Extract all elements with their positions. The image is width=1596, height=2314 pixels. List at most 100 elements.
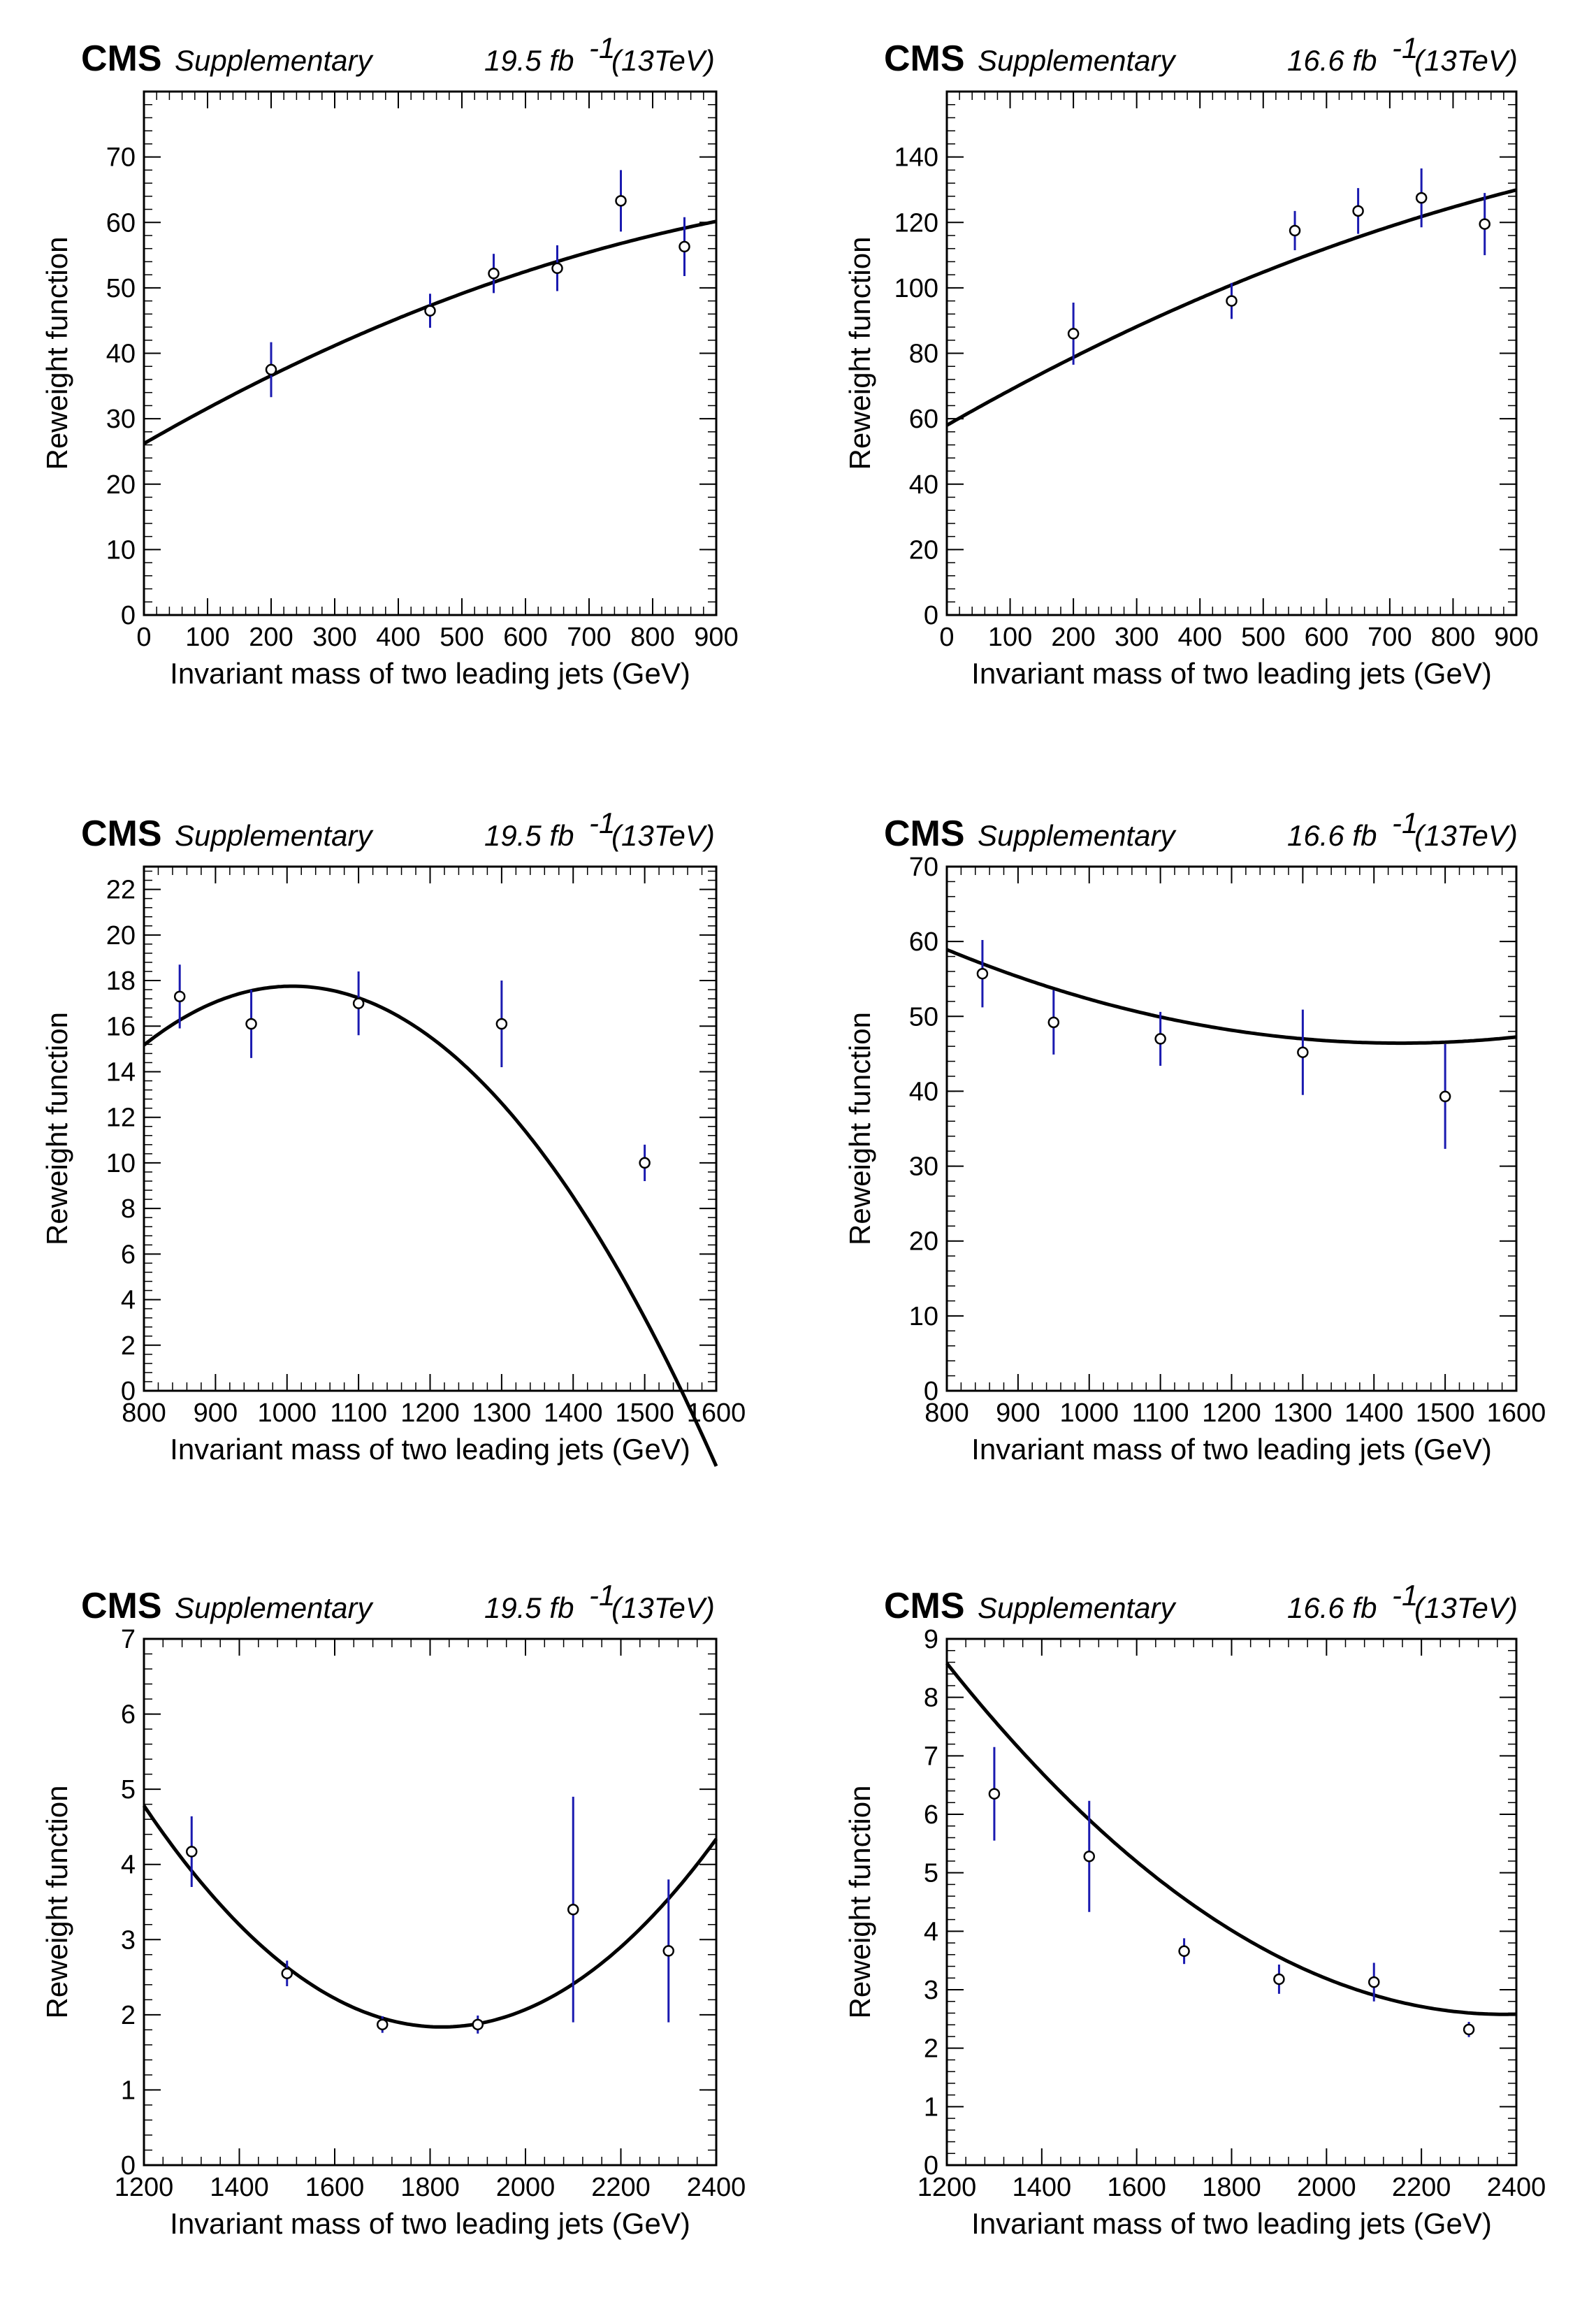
y-tick-label: 120	[894, 208, 938, 238]
y-tick-label: 40	[106, 340, 136, 369]
y-tick-label: 70	[106, 143, 136, 173]
y-tick-label: 60	[106, 208, 136, 238]
x-tick-label: 1800	[400, 2173, 460, 2202]
data-point	[265, 363, 277, 376]
chart-panel: CMS Supplementary 19.5 fb -1(13TeV) 1200 1400…	[41, 1579, 746, 2240]
energy-label: (13TeV)	[1414, 819, 1518, 852]
x-tick-label: 1600	[1487, 1398, 1546, 1428]
y-tick-label: 60	[909, 927, 938, 957]
x-tick-label: 2400	[687, 2173, 746, 2202]
y-axis-title: Reweight function	[843, 237, 876, 470]
data-point	[1083, 1850, 1095, 1863]
supplementary-label: Supplementary	[175, 1591, 374, 1624]
supplementary-label: Supplementary	[978, 1591, 1177, 1624]
experiment-label: CMS	[81, 813, 162, 854]
energy-label: (13TeV)	[611, 819, 715, 852]
y-tick-label: 6	[121, 1240, 136, 1269]
y-tick-label: 6	[121, 1700, 136, 1730]
energy-label: (13TeV)	[611, 44, 715, 77]
data-point	[639, 1157, 651, 1169]
y-tick-label: 60	[909, 405, 938, 434]
y-tick-label: 0	[924, 1377, 938, 1406]
x-axis-title: Invariant mass of two leading jets (GeV)	[170, 1433, 690, 1466]
y-tick-label: 12	[106, 1104, 136, 1133]
x-tick-label: 500	[1241, 623, 1285, 652]
y-tick-label: 20	[909, 535, 938, 565]
data-point	[424, 305, 436, 317]
luminosity-value: 16.6 fb	[1287, 44, 1377, 77]
data-point	[352, 997, 365, 1009]
x-tick-label: 0	[939, 623, 954, 652]
y-axis-title: Reweight function	[843, 1012, 876, 1245]
luminosity-value: 19.5 fb	[484, 819, 574, 852]
luminosity-exponent: -1	[589, 807, 615, 839]
chart-panel: CMS Supplementary 16.6 fb -1(13TeV) 1200 1400…	[843, 1579, 1546, 2240]
x-tick-label: 100	[185, 623, 229, 652]
y-tick-label: 18	[106, 967, 136, 996]
data-point	[662, 1945, 674, 1957]
data-point	[1273, 1973, 1285, 1986]
data-point	[1047, 1016, 1060, 1029]
x-tick-label: 800	[1431, 623, 1475, 652]
luminosity-exponent: -1	[1392, 807, 1418, 839]
x-axis-title: Invariant mass of two leading jets (GeV)	[971, 657, 1492, 690]
y-tick-label: 0	[121, 601, 136, 630]
y-tick-label: 3	[121, 1925, 136, 1955]
data-point	[988, 1788, 1001, 1800]
x-tick-label: 900	[996, 1398, 1040, 1428]
data-point	[1178, 1945, 1190, 1958]
x-tick-label: 1300	[472, 1398, 532, 1428]
x-axis-title: Invariant mass of two leading jets (GeV)	[971, 1433, 1492, 1466]
fit-curve	[945, 1662, 1517, 2016]
chart-panel: CMS Supplementary 19.5 fb -1(13TeV)0 100 200 3…	[41, 31, 739, 690]
y-tick-label: 20	[106, 921, 136, 950]
x-tick-label: 1200	[1202, 1398, 1261, 1428]
y-tick-label: 70	[909, 853, 938, 882]
y-tick-label: 8	[924, 1684, 938, 1713]
experiment-label: CMS	[81, 1586, 162, 1626]
chart-panel: CMS Supplementary 19.5 fb -1(13TeV) 800 900 10…	[41, 807, 746, 1467]
x-tick-label: 400	[376, 623, 420, 652]
plot-frame	[945, 865, 1518, 1392]
luminosity-value: 16.6 fb	[1287, 1591, 1377, 1624]
data-point	[567, 1904, 579, 1916]
x-tick-label: 2400	[1487, 2173, 1546, 2202]
experiment-label: CMS	[81, 38, 162, 79]
energy-label: (13TeV)	[611, 1591, 715, 1624]
y-tick-label: 1	[924, 2092, 938, 2122]
y-tick-label: 7	[121, 1625, 136, 1654]
y-tick-label: 80	[909, 340, 938, 369]
x-tick-label: 600	[503, 623, 547, 652]
supplementary-label: Supplementary	[978, 819, 1177, 852]
x-tick-label: 2000	[1297, 2173, 1356, 2202]
y-tick-label: 22	[106, 876, 136, 905]
x-tick-label: 800	[122, 1398, 166, 1428]
supplementary-label: Supplementary	[175, 819, 374, 852]
x-tick-label: 600	[1305, 623, 1349, 652]
y-tick-label: 2	[924, 2034, 938, 2064]
data-point	[1415, 191, 1428, 204]
luminosity-value: 19.5 fb	[484, 1591, 574, 1624]
x-tick-label: 300	[312, 623, 356, 652]
x-tick-label: 1200	[115, 2173, 174, 2202]
y-tick-label: 0	[924, 601, 938, 630]
y-tick-label: 4	[121, 1286, 136, 1315]
y-tick-label: 10	[106, 535, 136, 565]
y-axis-title: Reweight function	[41, 1012, 73, 1245]
data-point	[281, 1967, 293, 1979]
data-point	[377, 2018, 389, 2031]
x-axis-title: Invariant mass of two leading jets (GeV)	[170, 2207, 690, 2240]
y-tick-label: 5	[924, 1859, 938, 1888]
data-point	[1463, 2023, 1475, 2036]
y-axis-title: Reweight function	[41, 1786, 73, 2019]
x-tick-label: 200	[1051, 623, 1095, 652]
y-tick-label: 40	[909, 470, 938, 500]
plot-frame	[143, 1637, 718, 2167]
data-point	[551, 262, 563, 275]
x-tick-label: 400	[1178, 623, 1222, 652]
plot-frame	[143, 90, 718, 616]
x-axis-title: Invariant mass of two leading jets (GeV)	[971, 2207, 1492, 2240]
data-point	[488, 268, 500, 280]
y-tick-label: 50	[909, 1002, 938, 1032]
x-tick-label: 1200	[400, 1398, 460, 1428]
